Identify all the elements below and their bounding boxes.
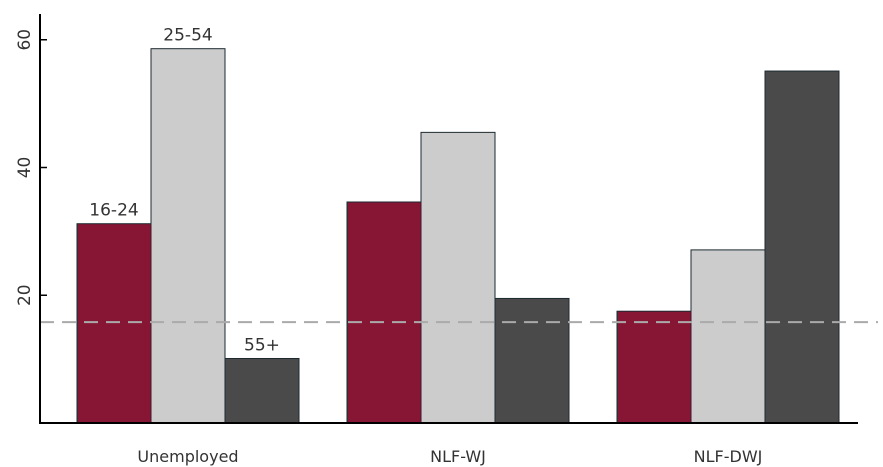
category-label-NLF-WJ: NLF-WJ [430,447,486,466]
bar-16-24-Unemployed [76,223,152,424]
bar-55+-Unemployed [224,357,300,424]
bar-25-54-NLF-WJ [420,131,496,424]
y-tick-label-60: 60 [15,29,35,51]
category-label-NLF-DWJ: NLF-DWJ [694,447,763,466]
bar-25-54-Unemployed [150,48,226,424]
bar-55+-NLF-WJ [494,297,570,424]
bar-55+-NLF-DWJ [764,70,840,424]
series-label-16-24: 16-24 [89,201,138,221]
series-label-25-54: 25-54 [163,26,212,46]
y-tick-label-40: 40 [15,157,35,179]
bar-16-24-NLF-DWJ [616,310,692,424]
series-label-55+: 55+ [244,335,280,355]
axes-group [39,14,858,424]
labels-group: 20 40 60 Unemployed NLF-WJ NLF-DWJ 16-24 25-54 5… [15,26,762,466]
y-tick-label-20: 20 [15,284,35,306]
category-label-Unemployed: Unemployed [137,447,238,466]
bars-group [76,48,840,424]
bar-16-24-NLF-WJ [346,201,422,424]
bar-25-54-NLF-DWJ [690,249,766,424]
